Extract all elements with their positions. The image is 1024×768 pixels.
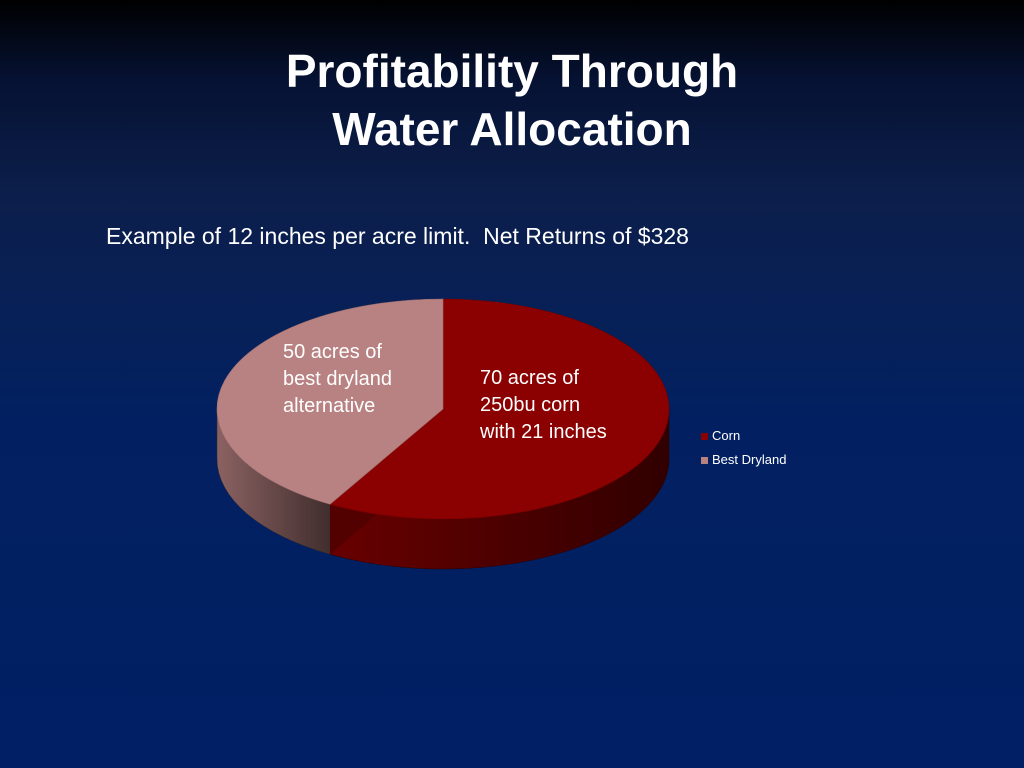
- title-line-1: Profitability Through: [285, 45, 739, 97]
- slice-label-corn: 70 acres of 250bu corn with 21 inches: [480, 365, 607, 446]
- slice-label-dryland-line-2: best dryland: [283, 368, 392, 390]
- slice-label-corn-line-2: 250bu corn: [480, 394, 581, 416]
- legend-swatch-best-dryland: [701, 456, 708, 464]
- legend-item-best-dryland: Best Dryland: [701, 448, 786, 472]
- slice-label-corn-line-3: with 21 inches: [480, 421, 607, 443]
- title-line-2: Water Allocation: [332, 103, 692, 155]
- slice-label-dryland: 50 acres of best dryland alternative: [283, 339, 392, 420]
- legend-swatch-corn: [701, 432, 708, 440]
- slide-title: Profitability Through Water Allocation: [0, 42, 1024, 158]
- pie-slice-corn: [329, 298, 670, 520]
- slice-label-dryland-line-3: alternative: [283, 395, 376, 417]
- slice-label-corn-line-1: 70 acres of: [480, 367, 579, 389]
- legend-item-corn: Corn: [701, 424, 786, 448]
- legend-label-corn: Corn: [712, 428, 741, 443]
- slice-label-dryland-line-1: 50 acres of: [283, 341, 382, 363]
- pie-slice-best-dryland: [216, 298, 444, 505]
- legend-label-best-dryland: Best Dryland: [712, 452, 787, 467]
- slide-subtitle: Example of 12 inches per acre limit. Net…: [106, 223, 689, 249]
- chart-legend: Corn Best Dryland: [701, 424, 786, 472]
